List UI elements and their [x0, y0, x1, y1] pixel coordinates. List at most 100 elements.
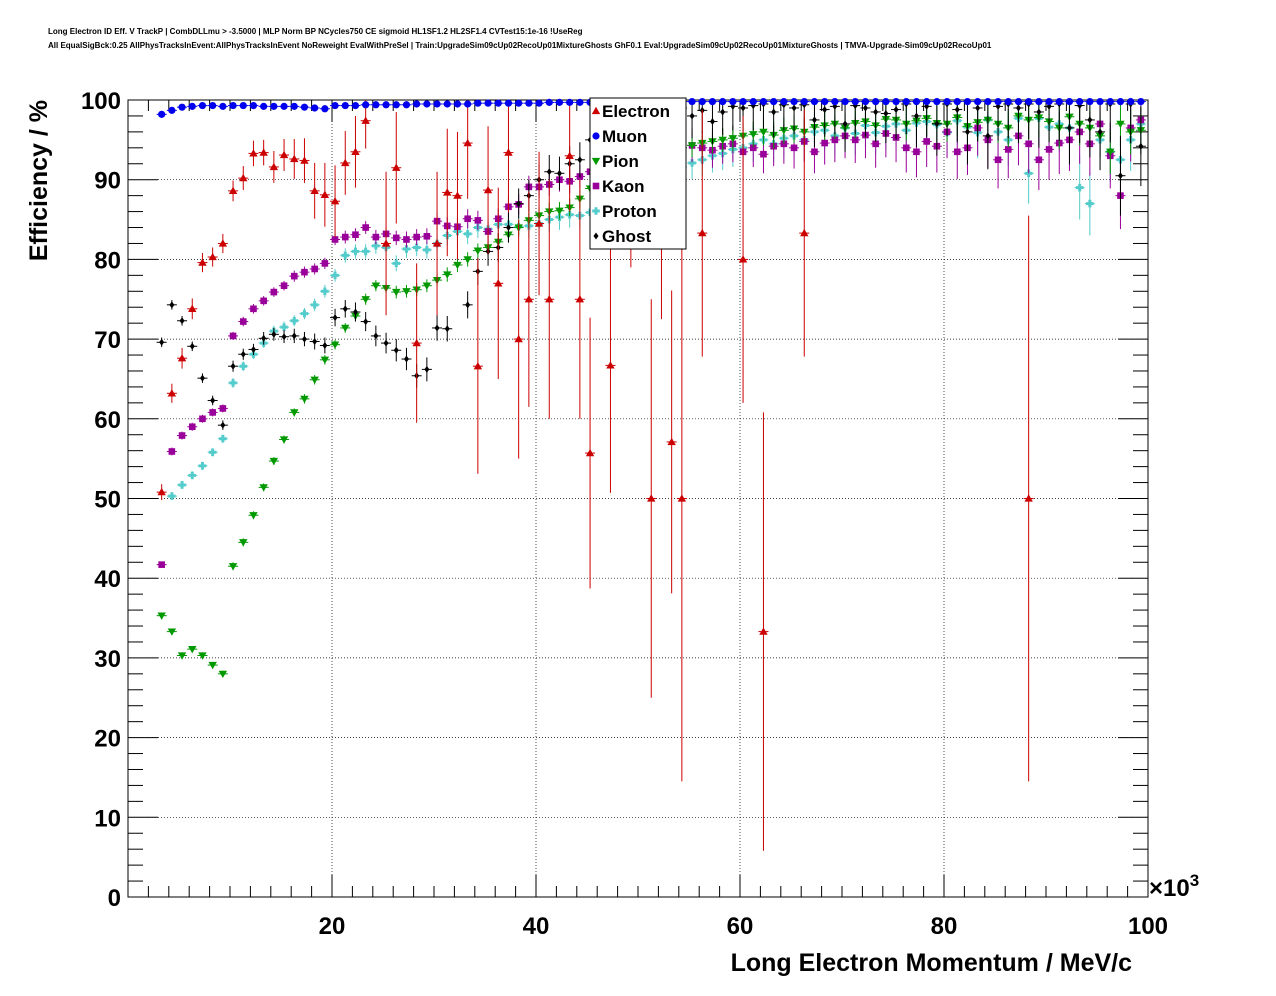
proton-marker	[168, 492, 176, 500]
muon-point	[534, 99, 545, 107]
ghost-point	[432, 315, 443, 341]
muon-point	[962, 97, 973, 106]
electron-marker	[524, 295, 534, 303]
ghost-marker	[342, 305, 348, 313]
ghost-marker	[199, 374, 205, 382]
muon-point	[982, 97, 993, 106]
muon-point	[1095, 97, 1106, 106]
muon-point	[880, 97, 891, 106]
ghost-marker	[720, 108, 726, 116]
x-axis-multiplier-base: ×10	[1149, 875, 1190, 902]
proton-marker	[310, 301, 319, 309]
muon-marker	[158, 110, 166, 118]
proton-marker	[361, 247, 370, 256]
muon-marker	[902, 97, 910, 106]
muon-marker	[1116, 97, 1125, 106]
kaon-marker	[301, 268, 308, 276]
ghost-marker	[546, 168, 552, 176]
muon-point	[850, 97, 861, 106]
electron-point	[268, 151, 279, 183]
muon-point	[421, 100, 432, 108]
electron-point	[330, 165, 341, 238]
pion-point	[340, 323, 351, 333]
ghost-marker	[964, 128, 970, 136]
muon-point	[1084, 97, 1095, 106]
ghost-marker	[312, 337, 318, 345]
muon-marker	[1076, 97, 1084, 106]
electron-point	[258, 139, 269, 166]
electron-point	[309, 162, 320, 219]
ghost-point	[228, 360, 239, 372]
proton-point	[330, 268, 341, 282]
ghost-point	[268, 327, 279, 341]
electron-point	[676, 215, 687, 782]
muon-marker	[249, 101, 258, 110]
muon-marker	[280, 102, 288, 110]
muon-marker	[311, 104, 319, 112]
muon-point	[870, 97, 881, 106]
kaon-marker	[362, 224, 369, 231]
ghost-marker	[189, 342, 195, 350]
proton-marker	[229, 379, 237, 387]
muon-marker	[861, 97, 870, 106]
y-tick-label: 70	[94, 327, 121, 354]
ghost-point	[381, 332, 392, 354]
ghost-legend-icon	[593, 232, 599, 240]
ghost-marker	[556, 169, 562, 177]
ghost-marker	[363, 318, 369, 326]
legend-label-kaon: Kaon	[602, 177, 645, 196]
electron-marker	[443, 188, 452, 196]
electron-point	[666, 290, 677, 594]
electron-marker	[483, 185, 493, 194]
muon-marker	[209, 101, 217, 110]
ghost-marker	[1066, 124, 1072, 132]
muon-point	[1003, 97, 1014, 106]
muon-point	[1064, 97, 1075, 106]
electron-point	[523, 191, 534, 407]
electron-point	[156, 484, 167, 501]
pion-marker	[279, 436, 289, 444]
muon-point	[156, 110, 167, 118]
ghost-point	[911, 100, 922, 148]
proton-point	[1084, 171, 1095, 236]
muon-point	[860, 97, 871, 106]
electron-legend-icon	[591, 106, 601, 115]
ghost-marker	[709, 118, 715, 126]
muon-point	[809, 97, 820, 106]
pion-point	[442, 267, 453, 282]
x-axis-multiplier-exponent: 3	[1190, 871, 1199, 890]
pion-marker	[402, 288, 411, 296]
electron-point	[646, 299, 657, 698]
pion-marker	[779, 127, 789, 135]
proton-point	[1074, 155, 1085, 220]
electron-marker	[198, 258, 207, 266]
kaon-marker	[352, 231, 359, 238]
kaon-point	[268, 287, 279, 297]
electron-point	[177, 347, 188, 369]
muon-marker	[912, 97, 921, 106]
kaon-legend-icon	[592, 182, 600, 190]
muon-point	[401, 101, 412, 109]
ghost-marker	[322, 341, 328, 349]
proton-point	[166, 492, 177, 501]
kaon-marker	[1045, 146, 1053, 153]
proton-marker	[351, 247, 360, 256]
ghost-point	[1115, 135, 1126, 216]
pion-point	[166, 628, 177, 636]
proton-point	[340, 248, 351, 263]
ghost-marker	[1087, 116, 1093, 124]
muon-point	[340, 101, 351, 110]
ghost-point	[238, 348, 249, 360]
muon-marker	[872, 97, 880, 106]
pion-point	[462, 252, 473, 267]
muon-point	[207, 101, 218, 110]
proton-marker	[290, 316, 299, 325]
pion-marker	[320, 356, 330, 365]
ghost-point	[931, 100, 942, 156]
muon-marker	[464, 100, 472, 108]
muon-point	[840, 97, 851, 106]
electron-marker	[279, 150, 289, 159]
electron-marker	[800, 228, 809, 237]
muon-marker	[708, 97, 717, 106]
electron-point	[166, 383, 177, 403]
